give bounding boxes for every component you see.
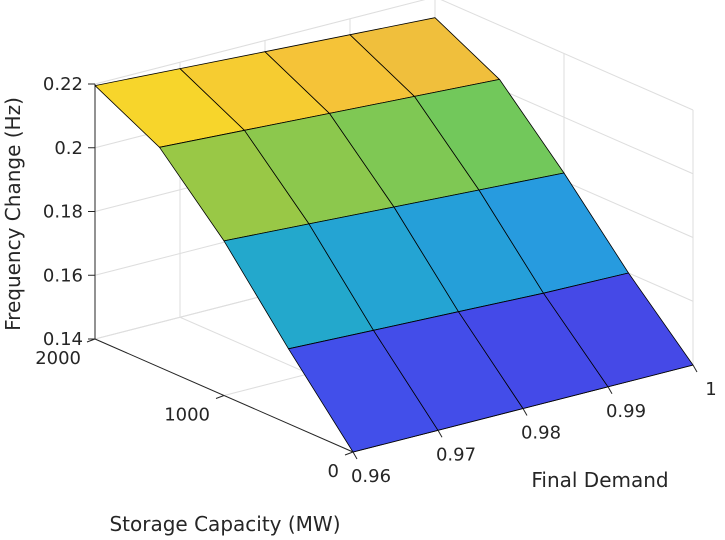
y-tick-mark	[344, 451, 354, 456]
grid-line	[94, 0, 426, 85]
x-tick-mark	[522, 408, 528, 416]
z-tick-label: 0.14	[43, 329, 83, 350]
x-tick-label: 0.96	[351, 466, 391, 487]
x-tick-label: 0.98	[521, 423, 561, 444]
y-tick-label: 1000	[164, 405, 210, 426]
x-tick-mark	[437, 430, 443, 438]
y-tick-mark	[215, 395, 225, 399]
surface-patch	[543, 272, 694, 388]
surface-layer	[94, 17, 694, 453]
x-tick-label: 0.97	[436, 444, 476, 465]
y-tick-label: 0	[328, 461, 339, 482]
x-tick-mark	[352, 451, 358, 460]
x-tick-label: 0.99	[606, 401, 646, 422]
y-tick-label: 2000	[35, 348, 81, 369]
y-axis-label: Storage Capacity (MW)	[109, 512, 340, 536]
z-axis-label: Frequency Change (Hz)	[1, 97, 25, 331]
z-tick-label: 0.18	[43, 202, 83, 223]
grid-line	[440, 0, 694, 111]
x-axis-label: Final Demand	[531, 468, 668, 492]
z-tick-label: 0.16	[43, 265, 83, 286]
x-tick-label: 1	[705, 379, 716, 400]
x-tick-mark	[692, 364, 698, 373]
z-tick-label: 0.22	[43, 74, 83, 95]
x-tick-mark	[607, 386, 613, 394]
z-tick-label: 0.2	[54, 138, 83, 159]
